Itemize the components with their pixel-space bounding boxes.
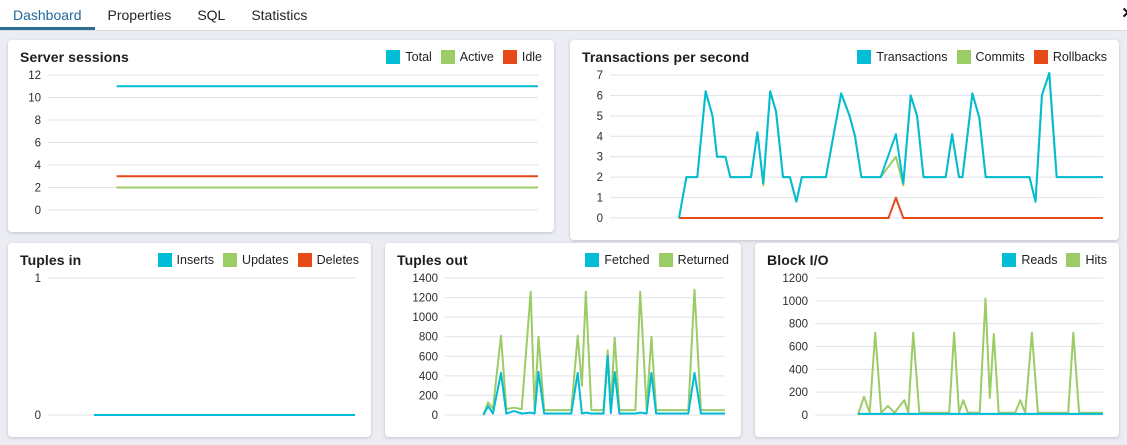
legend-label: Hits: [1085, 253, 1107, 267]
charts-row-top: Server sessions Total Active Idle 0 2 4 6 8 10 1…: [8, 40, 1119, 240]
legend-label: Updates: [242, 253, 289, 267]
svg-text:4: 4: [35, 160, 42, 172]
svg-text:1: 1: [597, 193, 603, 205]
svg-text:2: 2: [35, 183, 41, 195]
panel-header: Tuples out Fetched Returned: [385, 243, 741, 269]
dashboard-page: Server sessions Total Active Idle 0 2 4 6 8 10 1…: [0, 31, 1127, 437]
legend-swatch: [956, 50, 971, 64]
svg-text:4: 4: [597, 131, 604, 143]
panel-header: Transactions per second Transactions Comm…: [570, 40, 1119, 66]
svg-text:200: 200: [789, 387, 808, 399]
block-io-line-chart: 0 200 400 600 800 1000 1200: [782, 273, 1103, 422]
panel-title: Transactions per second: [582, 49, 750, 65]
svg-text:6: 6: [35, 138, 41, 150]
tuples-in-line-chart: 01: [35, 273, 355, 422]
svg-text:600: 600: [419, 351, 438, 363]
legend-swatch: [157, 253, 172, 267]
panel-transactions-per-second: Transactions per second Transactions Comm…: [570, 40, 1119, 240]
svg-text:200: 200: [419, 390, 438, 402]
panel-header: Server sessions Total Active Idle: [8, 40, 554, 66]
tuples-out-line-chart: 0 200 400 600 800 1000 1200 1400: [412, 273, 725, 422]
svg-text:5: 5: [597, 111, 603, 123]
svg-text:10: 10: [28, 93, 41, 105]
legend-label: Active: [459, 50, 494, 64]
chart-area: 0 1 2 3 4 5 6 7: [570, 66, 1119, 240]
panel-title: Tuples in: [20, 252, 82, 268]
legend-label: Fetched: [604, 253, 650, 267]
svg-text:0: 0: [35, 205, 41, 217]
svg-text:400: 400: [419, 371, 438, 383]
legend-swatch: [1066, 253, 1081, 267]
svg-text:6: 6: [597, 90, 603, 102]
tab-statistics[interactable]: Statistics: [251, 7, 308, 23]
legend-swatch: [297, 253, 312, 267]
panel-title: Server sessions: [20, 49, 129, 65]
legend-swatch: [386, 50, 401, 64]
chart-legend: Inserts Updates Deletes: [149, 253, 359, 267]
legend-label: Deletes: [316, 253, 359, 267]
legend-label: Idle: [521, 50, 542, 64]
legend-swatch: [502, 50, 517, 64]
svg-text:1000: 1000: [782, 296, 808, 308]
server-sessions-line-chart: 0 2 4 6 8 10 12: [28, 70, 538, 217]
legend-label: Inserts: [176, 253, 215, 267]
svg-text:0: 0: [597, 213, 603, 225]
svg-text:600: 600: [789, 342, 808, 354]
legend-swatch: [857, 50, 872, 64]
svg-text:1000: 1000: [412, 312, 438, 324]
legend-label: Transactions: [876, 50, 948, 64]
svg-text:800: 800: [789, 319, 808, 331]
svg-text:12: 12: [28, 70, 41, 82]
legend-swatch: [223, 253, 238, 267]
legend-label: Commits: [975, 50, 1025, 64]
transactions-line-chart: 0 1 2 3 4 5 6 7: [597, 70, 1103, 225]
legend-swatch: [1033, 50, 1048, 64]
panel-title: Block I/O: [767, 252, 829, 268]
tab-sql[interactable]: SQL: [197, 7, 226, 23]
svg-text:400: 400: [789, 364, 808, 376]
legend-label: Rollbacks: [1052, 50, 1107, 64]
panel-server-sessions: Server sessions Total Active Idle 0 2 4 6 8 10 1…: [8, 40, 554, 232]
legend-swatch: [658, 253, 673, 267]
legend-swatch: [585, 253, 600, 267]
svg-text:1200: 1200: [782, 273, 808, 285]
svg-text:1400: 1400: [412, 273, 438, 285]
svg-text:7: 7: [597, 70, 603, 82]
legend-swatch: [1002, 253, 1017, 267]
chart-legend: Total Active Idle: [377, 50, 542, 64]
legend-label: Total: [405, 50, 432, 64]
svg-text:0: 0: [432, 410, 438, 422]
svg-text:0: 0: [802, 410, 808, 422]
svg-text:8: 8: [35, 115, 41, 127]
svg-text:1200: 1200: [412, 293, 438, 305]
panel-tuples-out: Tuples out Fetched Returned 0 200 400 600 800…: [385, 243, 741, 437]
svg-text:3: 3: [597, 152, 603, 164]
chart-area: 0 2 4 6 8 10 12: [8, 66, 554, 232]
svg-text:0: 0: [35, 410, 41, 422]
chart-area: 0 200 400 600 800 1000 1200 1400: [385, 269, 741, 437]
chart-legend: Transactions Commits Rollbacks: [848, 50, 1107, 64]
panel-block-io: Block I/O Reads Hits 0 200 400 600 800 1000 120…: [755, 243, 1119, 437]
svg-text:800: 800: [419, 332, 438, 344]
legend-label: Reads: [1021, 253, 1058, 267]
tab-bar: Dashboard Properties SQL Statistics ✕: [0, 0, 1127, 31]
legend-label: Returned: [677, 253, 729, 267]
svg-text:2: 2: [597, 172, 603, 184]
close-icon[interactable]: ✕: [1121, 4, 1127, 24]
panel-title: Tuples out: [397, 252, 468, 268]
svg-text:1: 1: [35, 273, 41, 285]
panel-header: Tuples in Inserts Updates Deletes: [8, 243, 371, 269]
tab-dashboard[interactable]: Dashboard: [0, 0, 95, 30]
chart-area: 0 200 400 600 800 1000 1200: [755, 269, 1119, 437]
chart-legend: Reads Hits: [993, 253, 1107, 267]
panel-header: Block I/O Reads Hits: [755, 243, 1119, 269]
tab-properties[interactable]: Properties: [107, 7, 172, 23]
legend-swatch: [440, 50, 455, 64]
chart-legend: Fetched Returned: [576, 253, 729, 267]
